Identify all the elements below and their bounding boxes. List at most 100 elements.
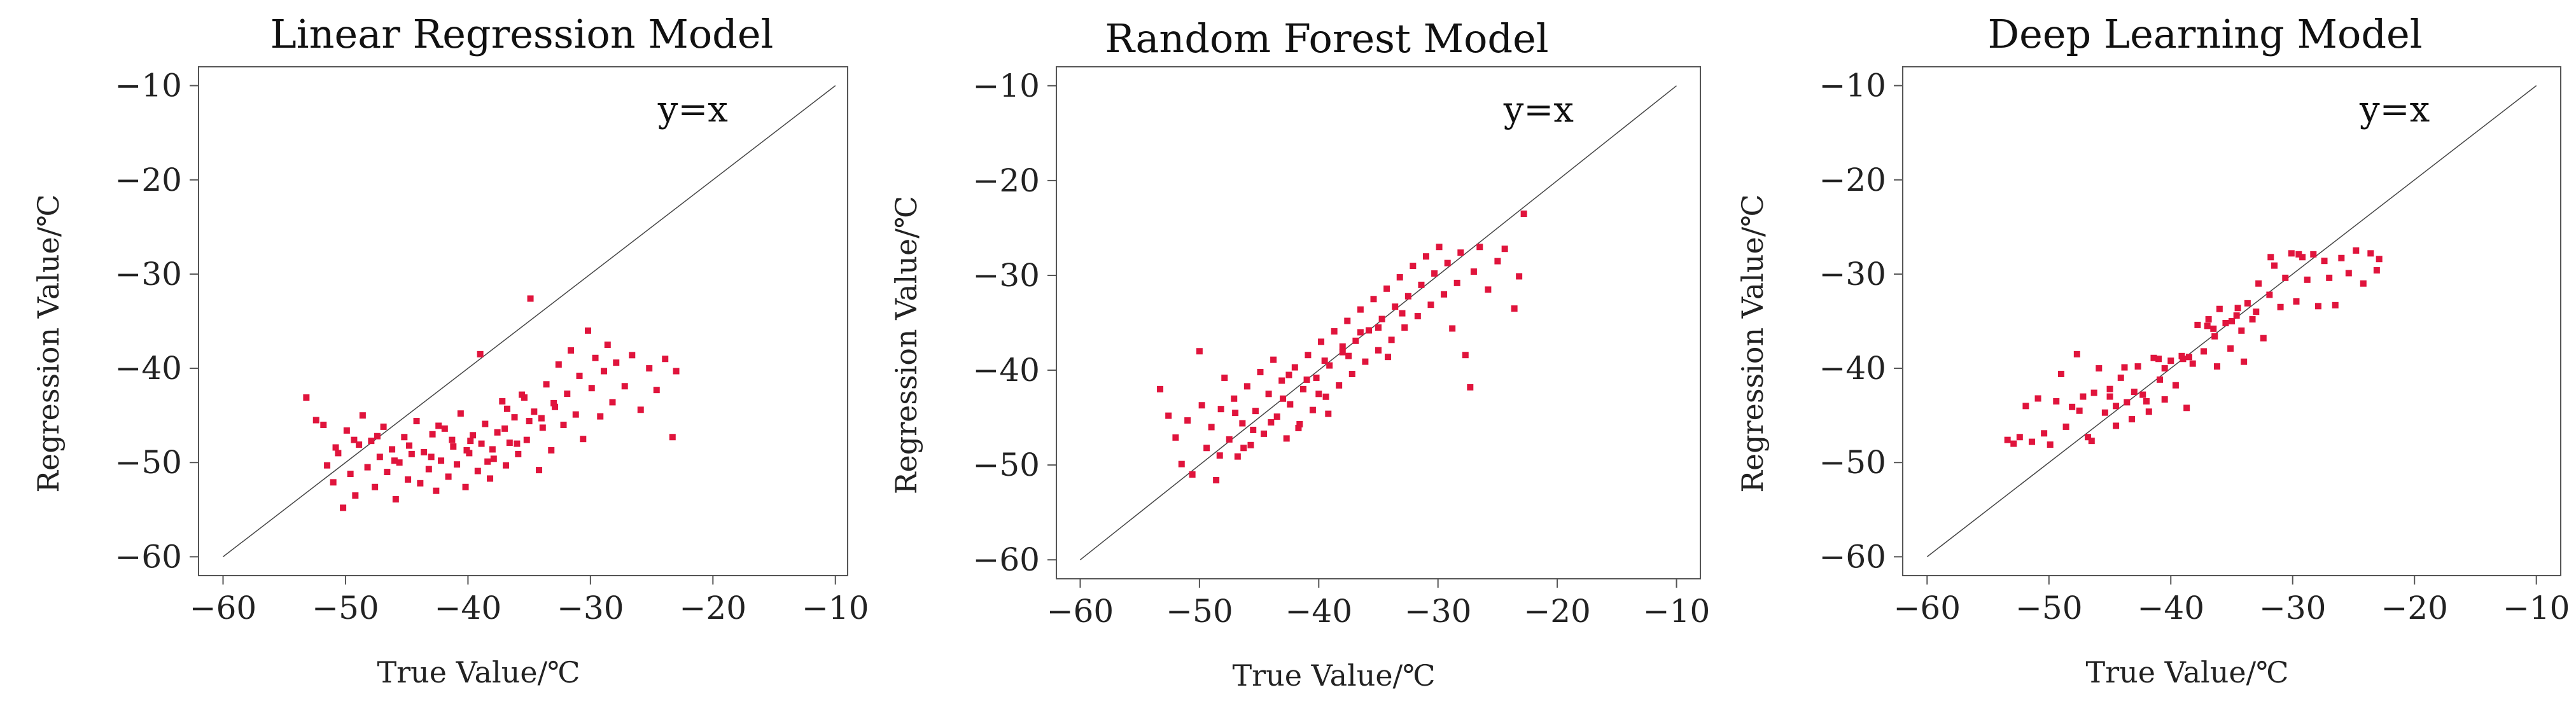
data-point	[550, 399, 557, 406]
x-tick-label: −60	[190, 590, 257, 626]
data-point	[1285, 371, 1292, 378]
data-point	[1427, 301, 1434, 308]
data-point	[1257, 369, 1264, 376]
data-point	[1247, 441, 1254, 448]
data-point	[1216, 452, 1223, 459]
reference-line-y-equals-x	[1080, 85, 1677, 560]
data-point	[2010, 440, 2017, 447]
x-tick-label: −30	[2259, 590, 2327, 626]
data-point	[2310, 251, 2317, 258]
chart-panel-2: Random Forest Model −60 −50 −40 −30 −20 −10 −10…	[889, 15, 1710, 693]
data-point	[523, 436, 530, 443]
data-point	[2185, 354, 2192, 361]
data-point	[1485, 286, 1492, 293]
data-point	[1501, 246, 1508, 253]
data-point	[1370, 296, 1377, 303]
data-point	[1232, 410, 1239, 417]
data-point	[1178, 460, 1185, 467]
data-point	[2244, 300, 2251, 307]
data-point	[2080, 393, 2087, 400]
data-point	[356, 441, 363, 448]
data-point	[1516, 273, 1523, 280]
reference-line-label: y=x	[2359, 89, 2430, 130]
data-point	[2194, 321, 2201, 328]
data-point	[1436, 244, 1443, 251]
data-point	[592, 354, 599, 361]
data-point	[1422, 253, 1429, 260]
data-point	[2338, 254, 2345, 261]
data-point	[1520, 211, 1527, 218]
data-point	[1378, 315, 1385, 322]
x-tick-label: −30	[557, 590, 624, 626]
data-point	[1345, 352, 1352, 359]
data-point	[457, 410, 464, 417]
data-point	[2062, 423, 2069, 430]
data-point	[2053, 398, 2060, 405]
data-point	[1453, 279, 1460, 286]
data-point	[2227, 345, 2234, 352]
y-tick-label: −40	[115, 350, 182, 387]
data-point	[2373, 267, 2380, 273]
data-point	[1299, 385, 1306, 392]
data-point	[527, 295, 534, 302]
data-point	[454, 461, 461, 468]
data-point	[2047, 441, 2054, 448]
data-point	[396, 459, 403, 466]
data-point	[2205, 316, 2212, 323]
data-point	[2277, 303, 2284, 310]
data-point	[1410, 263, 1417, 270]
data-point	[2113, 403, 2120, 410]
data-point	[449, 436, 456, 443]
data-point	[470, 432, 477, 439]
y-tick-label: −10	[115, 67, 182, 104]
y-tick-label: −10	[972, 67, 1040, 104]
data-point	[1392, 303, 1399, 310]
data-point	[662, 356, 669, 363]
data-point	[1268, 419, 1275, 426]
data-point	[352, 492, 359, 499]
reference-line-label: y=x	[1503, 89, 1574, 130]
x-tick-label: −10	[2503, 590, 2570, 626]
data-point	[1331, 328, 1338, 335]
data-point	[503, 405, 510, 412]
data-point	[515, 450, 522, 457]
data-point	[1339, 349, 1346, 356]
data-point	[474, 467, 481, 474]
x-axis-label: True Value/℃	[377, 655, 580, 689]
data-point	[467, 438, 474, 445]
data-point	[2180, 356, 2187, 363]
chart-panel-1: Linear Regression Model −60 −50 −40 −30 −20 −1…	[31, 11, 869, 689]
data-point	[2150, 354, 2157, 361]
data-point	[2255, 280, 2262, 287]
data-point	[1375, 324, 1382, 331]
data-point	[1388, 336, 1395, 343]
data-point	[2210, 325, 2217, 332]
data-point	[538, 415, 545, 422]
data-point	[580, 436, 587, 443]
data-point	[343, 427, 350, 434]
data-point	[597, 413, 604, 420]
data-point	[2157, 376, 2164, 383]
data-point	[450, 443, 457, 450]
data-point	[2288, 250, 2295, 257]
data-point	[2211, 333, 2218, 340]
data-point	[2249, 316, 2256, 323]
data-point	[380, 423, 387, 430]
x-tick-label: −20	[1523, 593, 1591, 630]
data-point	[526, 418, 533, 425]
data-point	[2088, 438, 2095, 445]
data-point	[621, 383, 628, 390]
data-point	[1265, 391, 1272, 398]
data-point	[489, 446, 496, 453]
x-axis-label: True Value/℃	[1232, 658, 1435, 693]
data-point	[445, 473, 452, 480]
data-point	[637, 406, 644, 413]
data-point	[312, 417, 319, 424]
data-point	[330, 479, 337, 486]
data-point	[2172, 382, 2179, 389]
data-point	[408, 450, 415, 457]
x-tick-label: −40	[435, 590, 502, 626]
data-point	[1326, 362, 1333, 369]
y-tick-label: −50	[972, 446, 1040, 483]
data-point	[384, 469, 391, 476]
